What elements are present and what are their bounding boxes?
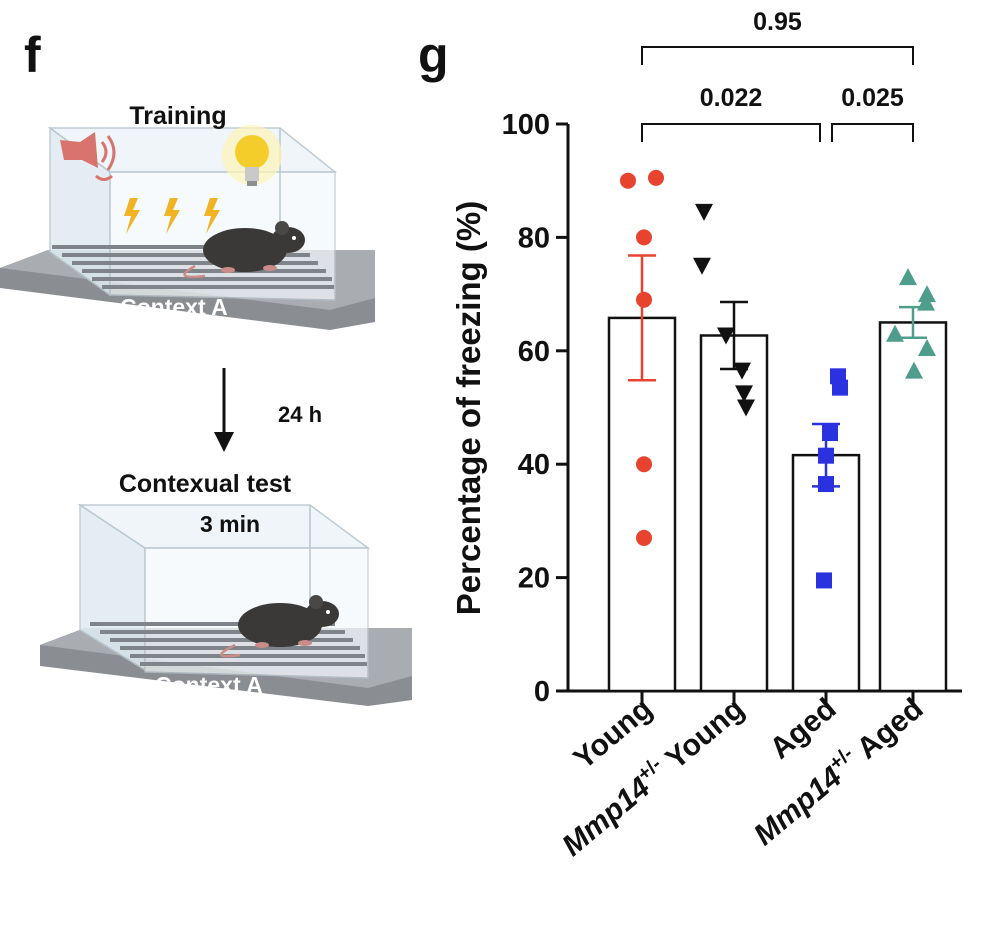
y-tick-label: 20 bbox=[518, 563, 550, 595]
mouse-icon bbox=[183, 221, 305, 279]
shock-bolt-icons bbox=[124, 198, 220, 234]
data-point bbox=[918, 338, 936, 356]
y-tick-label: 40 bbox=[518, 449, 550, 481]
data-point bbox=[636, 529, 652, 546]
significance-bracket bbox=[831, 123, 914, 142]
y-axis-label: Percentage of freezing (%) bbox=[450, 201, 487, 615]
data-point bbox=[818, 447, 834, 464]
data-point bbox=[620, 172, 636, 189]
data-point bbox=[648, 169, 664, 186]
test-duration-label: 3 min bbox=[200, 511, 260, 537]
data-point bbox=[816, 572, 832, 589]
p-value-label: 0.025 bbox=[841, 84, 904, 112]
light-bulb-icon bbox=[222, 125, 282, 186]
data-point bbox=[717, 327, 735, 345]
context-label-bottom: Context A bbox=[155, 672, 263, 698]
panel-letter-g: g bbox=[418, 27, 449, 83]
data-point bbox=[733, 362, 751, 380]
bar bbox=[699, 334, 769, 693]
interval-label: 24 h bbox=[278, 402, 322, 427]
data-point bbox=[917, 293, 935, 311]
data-point bbox=[918, 285, 936, 303]
context-label-top: Context A bbox=[120, 294, 228, 320]
data-point bbox=[886, 324, 904, 342]
lightning-icon bbox=[164, 198, 180, 234]
training-apparatus: Context A bbox=[0, 125, 375, 330]
y-tick-label: 100 bbox=[502, 109, 550, 141]
mouse-icon bbox=[220, 595, 339, 658]
p-value-label: 0.95 bbox=[753, 8, 802, 36]
data-point bbox=[737, 399, 755, 417]
test-title: Contexual test bbox=[119, 470, 292, 498]
speaker-icon bbox=[60, 132, 116, 181]
data-point bbox=[693, 257, 711, 275]
data-point bbox=[899, 268, 917, 286]
test-apparatus: Context A bbox=[40, 503, 412, 706]
lightning-icon bbox=[124, 198, 140, 234]
significance-bracket bbox=[641, 123, 821, 142]
data-point bbox=[636, 229, 652, 246]
data-point bbox=[636, 291, 652, 308]
y-tick-label: 80 bbox=[518, 222, 550, 254]
down-arrow-icon bbox=[214, 368, 234, 452]
significance-bracket bbox=[641, 46, 914, 65]
data-point bbox=[735, 385, 753, 403]
data-point bbox=[818, 476, 834, 493]
panel-letter-f: f bbox=[24, 27, 41, 83]
data-point bbox=[695, 203, 713, 221]
data-point bbox=[636, 456, 652, 473]
data-point bbox=[822, 425, 838, 442]
data-point bbox=[905, 361, 923, 379]
test-grid-floor bbox=[90, 622, 367, 666]
lightning-icon bbox=[204, 198, 220, 234]
freezing-bar-chart: Percentage of freezing (%) 0 20 40 60 80 100 0… bbox=[450, 8, 962, 863]
y-tick-label: 0 bbox=[534, 676, 550, 708]
training-title: Training bbox=[129, 102, 226, 130]
p-value-label: 0.022 bbox=[700, 84, 763, 112]
y-tick-label: 60 bbox=[518, 336, 550, 368]
data-point bbox=[832, 379, 848, 396]
bar bbox=[878, 321, 948, 693]
